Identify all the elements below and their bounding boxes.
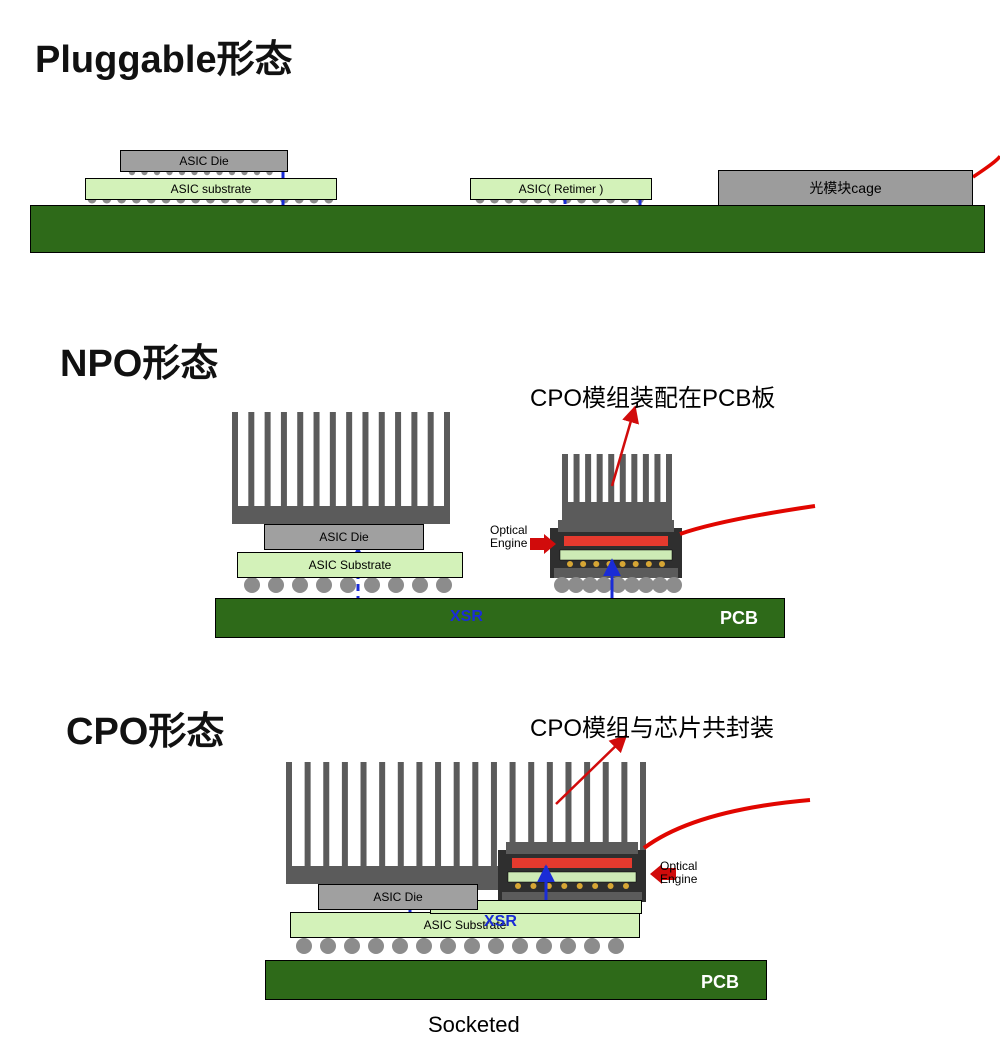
pluggable-retimer: ASIC( Retimer ): [470, 178, 652, 200]
cpo-socketed-label: Socketed: [428, 1012, 520, 1038]
npo-substrate-label: ASIC Substrate: [309, 558, 392, 572]
pluggable-retimer-label: ASIC( Retimer ): [519, 182, 604, 196]
cpo-pcb: [265, 960, 767, 1000]
section-title: CPO形态: [66, 700, 224, 755]
npo-asic-die-label: ASIC Die: [319, 530, 368, 544]
cpo-oe-label: Optical Engine: [660, 860, 710, 886]
section-title: NPO形态: [60, 332, 218, 387]
pluggable-asic-die: ASIC Die: [120, 150, 288, 172]
npo-xsr-label: XSR: [450, 608, 483, 626]
npo-annotation: CPO模组装配在PCB板: [530, 378, 775, 413]
pluggable-substrate: ASIC substrate: [85, 178, 337, 200]
cpo-asic-die: ASIC Die: [318, 884, 478, 910]
cpo-annotation: CPO模组与芯片共封装: [530, 708, 774, 743]
npo-oe-label: Optical Engine: [490, 524, 540, 550]
npo-pcb-label: PCB: [720, 608, 772, 629]
cpo-asic-die-label: ASIC Die: [373, 890, 422, 904]
cpo-pcb-label: PCB: [701, 972, 753, 993]
pluggable-cage: 光模块cage: [718, 170, 973, 206]
npo-pcb: [215, 598, 785, 638]
section-title: Pluggable形态: [35, 28, 293, 83]
cpo-xsr-label: XSR: [484, 913, 517, 931]
npo-asic-die: ASIC Die: [264, 524, 424, 550]
cpo-substrate: ASIC Substrate: [290, 912, 640, 938]
pluggable-pcb: [30, 205, 985, 253]
npo-substrate: ASIC Substrate: [237, 552, 463, 578]
pluggable-substrate-label: ASIC substrate: [171, 182, 252, 196]
pluggable-cage-label: 光模块cage: [809, 178, 881, 198]
pluggable-asic-die-label: ASIC Die: [179, 154, 228, 168]
